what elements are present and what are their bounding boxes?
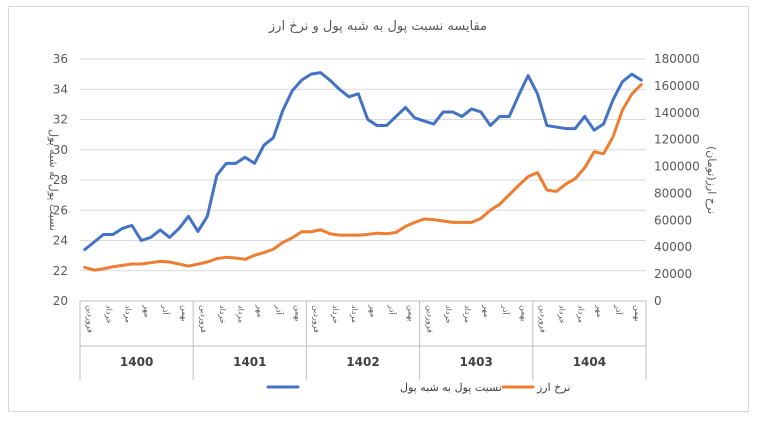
month-label: مرداد [576, 305, 585, 323]
month-label: خرداد [557, 305, 566, 324]
month-label: مرداد [123, 305, 132, 323]
right-axis-title: نرخ ارز(تومان) [705, 146, 718, 214]
month-label: خرداد [218, 305, 227, 324]
year-label: 1401 [233, 355, 266, 369]
right-tick-label: 160000 [654, 79, 700, 93]
month-label: بهمن [293, 305, 302, 322]
legend-label-1: نرخ ارز [536, 381, 570, 394]
grid-lines [80, 58, 646, 302]
month-label: آذر [161, 304, 171, 315]
left-tick-label: 24 [53, 234, 68, 248]
month-label: آذر [614, 304, 624, 315]
right-tick-label: 140000 [654, 106, 700, 120]
month-label: مهر [369, 304, 378, 317]
month-label: بهمن [406, 305, 415, 322]
series-lines [83, 71, 643, 272]
month-label: مهر [256, 304, 265, 317]
left-tick-label: 36 [53, 52, 68, 66]
left-tick-label: 30 [53, 143, 68, 157]
month-label: آذر [501, 304, 511, 315]
left-tick-label: 20 [53, 294, 68, 308]
right-axis-ticks: 0 20000 40000 60000 80000 100000 120000 140000 1… [654, 52, 700, 308]
left-tick-label: 22 [53, 264, 68, 278]
month-label: آذر [274, 304, 284, 315]
month-label: آذر [388, 304, 398, 315]
left-tick-label: 32 [53, 113, 68, 127]
month-label: مرداد [350, 305, 359, 323]
month-label: مهر [142, 304, 151, 317]
right-tick-label: 180000 [654, 52, 700, 66]
year-label: 1402 [346, 355, 379, 369]
left-tick-label: 28 [53, 173, 68, 187]
month-label: بهمن [180, 305, 189, 322]
month-label: فروردین [425, 305, 434, 333]
left-tick-label: 34 [53, 82, 68, 96]
month-label: بهمن [633, 305, 642, 322]
right-tick-label: 40000 [654, 240, 692, 254]
series-line-0 [83, 71, 643, 252]
month-label: فروردین [199, 305, 208, 333]
chart-title: مقایسه نسبت پول به شبه پول و نرخ ارز [268, 19, 487, 34]
month-label: مهر [482, 304, 491, 317]
month-label: خرداد [331, 305, 340, 324]
month-label: مهر [595, 304, 604, 317]
right-tick-label: 120000 [654, 133, 700, 147]
month-label: خرداد [444, 305, 453, 324]
series-line-1 [83, 83, 643, 272]
right-tick-label: 80000 [654, 186, 692, 200]
month-label: فروردین [86, 305, 95, 333]
left-axis-ticks: 20 22 24 26 28 30 32 34 36 [53, 52, 68, 308]
chart-frame [8, 6, 749, 412]
right-tick-label: 100000 [654, 160, 700, 174]
legend: نسبت پول به شبه پول نرخ ارز [266, 381, 570, 394]
right-tick-label: 0 [654, 294, 662, 308]
left-axis-title: نسبت پول به شبه پول [47, 129, 60, 231]
month-label: بهمن [520, 305, 529, 322]
month-label: مرداد [237, 305, 246, 323]
legend-label-0: نسبت پول به شبه پول [400, 381, 502, 394]
right-tick-label: 60000 [654, 213, 692, 227]
year-label: 1403 [459, 355, 492, 369]
month-label: فروردین [539, 305, 548, 333]
right-tick-label: 20000 [654, 267, 692, 281]
year-label: 1404 [573, 355, 606, 369]
left-tick-label: 26 [53, 203, 68, 217]
month-label: فروردین [312, 305, 321, 333]
x-axis: 1400 فروردین خرداد مرداد مهر آذر بهمن 1401 فرورد… [79, 300, 647, 380]
year-label: 1400 [120, 355, 153, 369]
month-label: مرداد [463, 305, 472, 323]
month-label: خرداد [105, 305, 114, 324]
